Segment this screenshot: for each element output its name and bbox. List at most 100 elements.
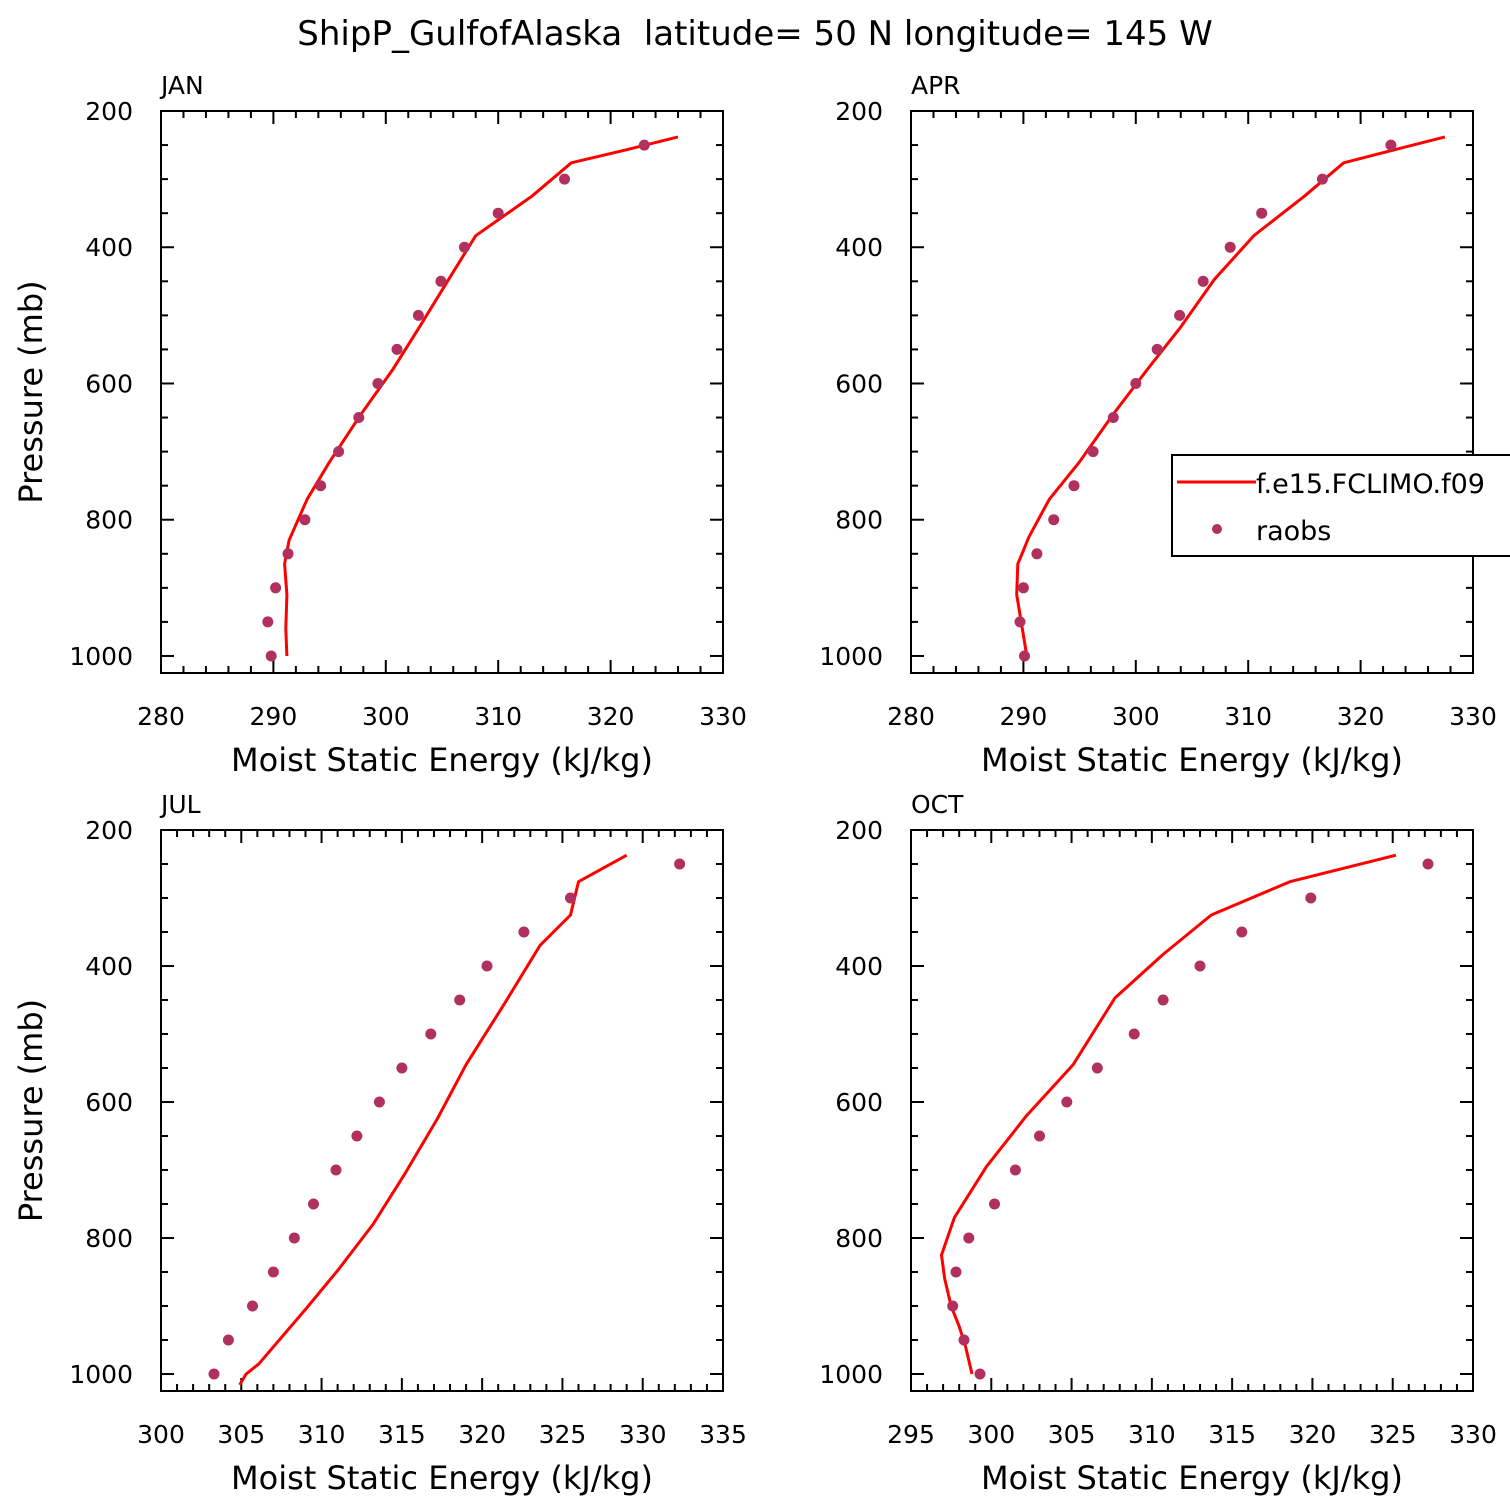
panel-label: APR [911,71,961,100]
raobs-point [372,378,384,389]
raobs-point [1197,275,1209,287]
raobs-point [1031,548,1043,560]
figure-title: ShipP_GulfofAlaska latitude= 50 N longit… [297,14,1212,54]
raobs-point [947,1300,959,1312]
plot-frame [160,110,724,674]
raobs-point [315,480,327,492]
raobs-point [1224,241,1236,253]
y-tick-label: 400 [85,952,133,981]
raobs-point [1009,1164,1021,1176]
x-tick-label: 300 [137,1420,185,1449]
y-tick-label: 400 [835,233,883,262]
model-profile-line [238,853,628,1386]
raobs-point [308,1198,319,1210]
raobs-point [459,241,470,253]
y-tick-label: 400 [85,233,133,262]
x-tick-label: 290 [250,702,298,731]
raobs-point [1017,582,1029,594]
raobs-point [1151,343,1163,355]
y-tick-label: 200 [835,816,883,845]
raobs-point [299,514,311,526]
raobs-point [265,650,277,662]
raobs-point [1157,994,1169,1006]
raobs-point [674,858,686,870]
model-profile-line [940,853,1397,1375]
raobs-point [412,309,424,321]
y-tick-label: 400 [835,952,883,981]
y-tick-label: 800 [85,1224,133,1253]
raobs-point [1128,1028,1140,1040]
x-axis-label: Moist Static Energy (kJ/kg) [231,741,653,779]
panels: JAN 280 290 300 310 320 330 200 400 600 800 1000 Moi… [12,71,1497,1497]
y-tick-label: 600 [835,1088,883,1117]
panel-label: JUL [159,790,201,819]
x-axis-label: Moist Static Energy (kJ/kg) [981,1459,1403,1497]
x-tick-label: 315 [378,1420,426,1449]
x-tick-label: 305 [1048,1420,1096,1449]
raobs-point [247,1300,258,1312]
plot-frame [910,829,1474,1392]
raobs-point [1087,446,1099,458]
x-tick-label: 330 [1449,1420,1497,1449]
x-tick-label: 300 [362,702,410,731]
raobs-point [481,960,493,972]
y-tick-label: 1000 [69,642,133,671]
x-tick-label: 320 [1337,702,1385,731]
raobs-point [391,343,403,355]
x-tick-label: 305 [217,1420,265,1449]
y-tick-label: 800 [85,506,133,535]
y-tick-label: 800 [835,1224,883,1253]
raobs-point [559,173,570,185]
legend-label-obs: raobs [1256,516,1331,547]
y-tick-label: 1000 [819,1360,883,1389]
raobs-point [353,412,365,423]
raobs-point [267,1266,279,1278]
raobs-point [351,1130,363,1142]
raobs-point [1068,480,1080,492]
x-tick-label: 290 [1000,702,1048,731]
x-tick-label: 310 [298,1420,346,1449]
panel-label: JAN [159,71,204,100]
y-tick-label: 200 [85,97,133,126]
raobs-point [989,1198,1000,1210]
x-tick-label: 335 [699,1420,747,1449]
raobs-point [1091,1062,1103,1074]
y-axis-label: Pressure (mb) [12,999,50,1222]
raobs-point [1256,207,1268,219]
y-tick-label: 600 [835,369,883,398]
raobs-point [1061,1096,1073,1108]
x-tick-label: 330 [619,1420,667,1449]
x-tick-label: 310 [474,702,522,731]
raobs-point [1048,514,1060,526]
x-axis-label: Moist Static Energy (kJ/kg) [231,1459,653,1497]
x-tick-label: 320 [458,1420,506,1449]
raobs-point [1316,173,1328,185]
panel-label: OCT [911,790,964,819]
x-tick-label: 325 [539,1420,587,1449]
model-profile-line [1015,135,1446,657]
raobs-point [373,1096,385,1108]
raobs-point [638,139,650,151]
x-tick-label: 300 [1112,702,1160,731]
model-profile-line [283,135,679,657]
raobs-point [222,1334,234,1346]
raobs-point [1034,1130,1045,1142]
x-tick-label: 310 [1128,1420,1176,1449]
x-tick-label: 325 [1369,1420,1417,1449]
x-tick-label: 300 [967,1420,1015,1449]
panel-oct: OCT 295 300 305 310 315 320 325 330 200 400 600 800 1… [819,790,1496,1497]
raobs-point [330,1164,342,1176]
raobs-point [974,1368,986,1380]
raobs-point [1019,650,1030,662]
raobs-point [1107,412,1119,423]
y-tick-label: 200 [85,816,133,845]
y-tick-label: 200 [835,97,883,126]
raobs-point [396,1062,408,1074]
raobs-point [425,1028,437,1040]
raobs-point [270,582,282,594]
plot-frame [910,110,1474,674]
x-tick-label: 320 [1289,1420,1337,1449]
raobs-point [963,1232,975,1244]
plot-frame [160,829,724,1392]
raobs-point [282,548,294,560]
